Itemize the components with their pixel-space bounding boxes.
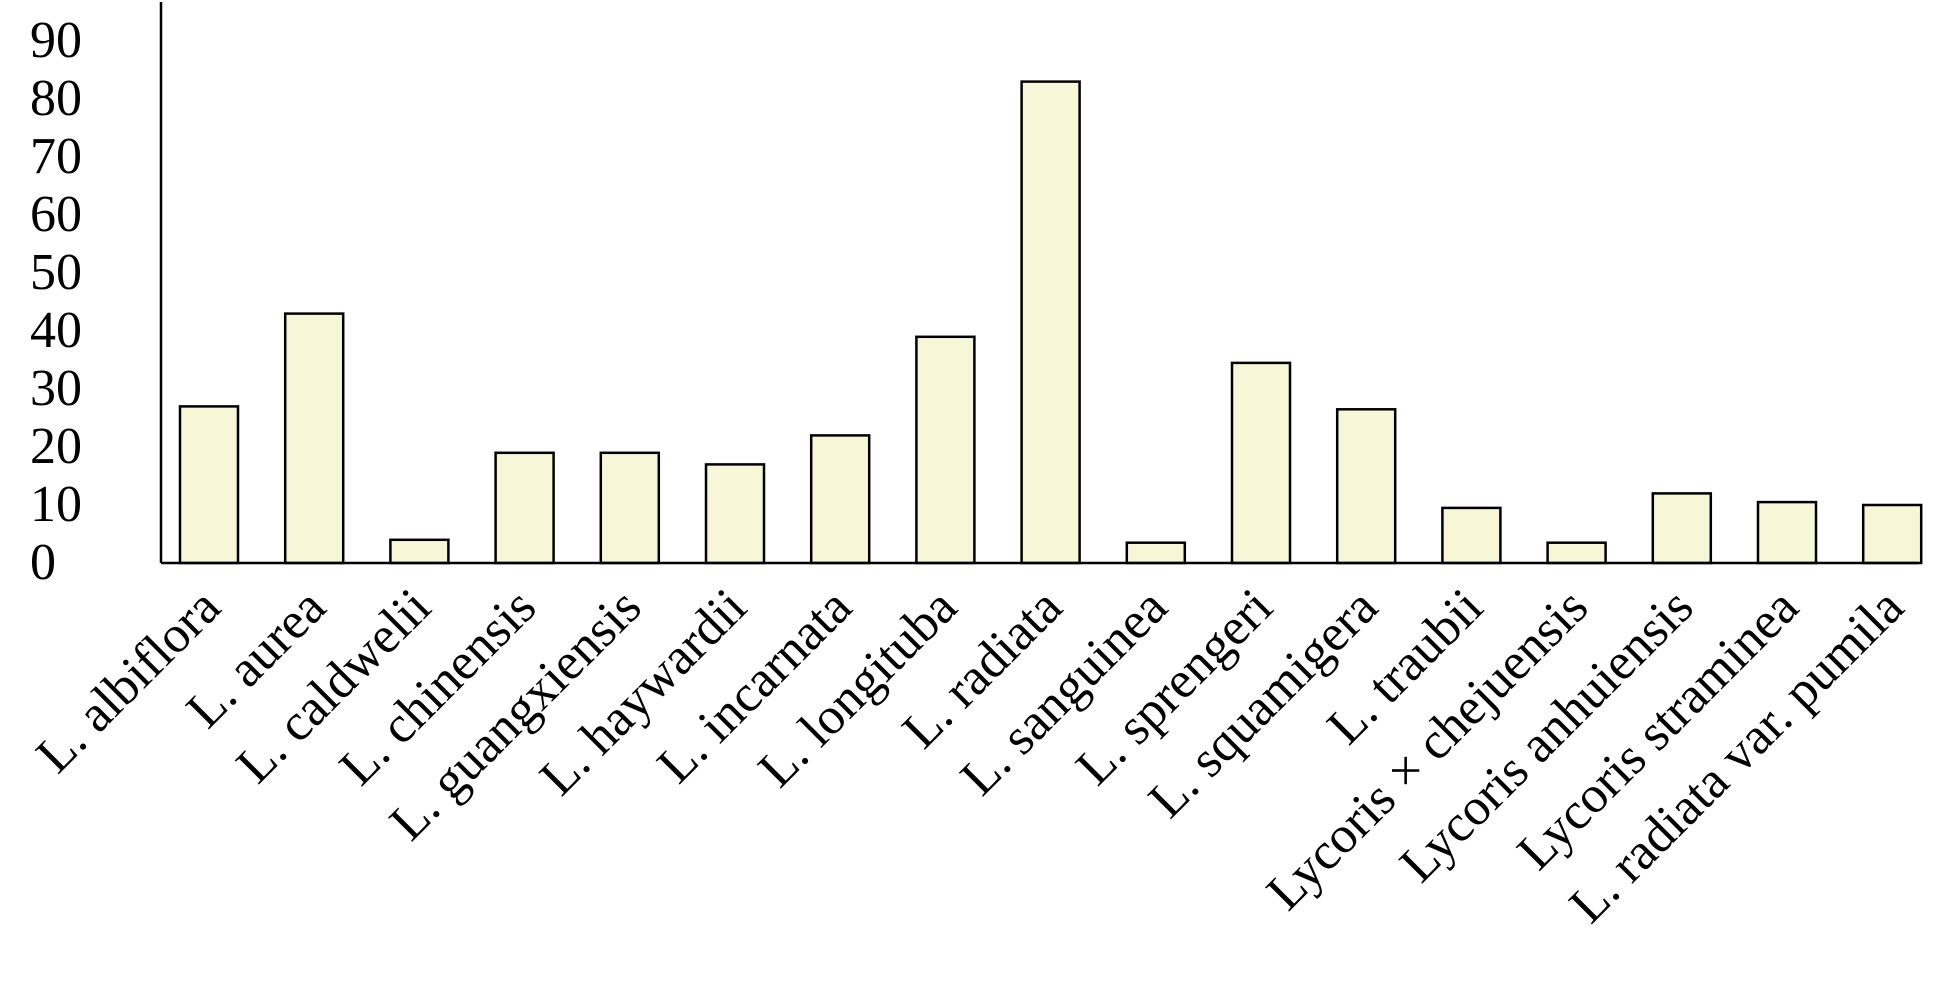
y-tick-label: 60: [30, 186, 82, 243]
bar: [1861, 503, 1923, 565]
bar: [1335, 408, 1397, 565]
bar: [1441, 506, 1502, 565]
y-tick-label: 90: [30, 12, 82, 69]
bar: [915, 335, 976, 565]
bar: [389, 538, 450, 565]
bar: [1546, 541, 1607, 565]
bar: [1651, 492, 1713, 565]
y-tick-label: 40: [30, 302, 82, 359]
bar: [1230, 361, 1292, 565]
y-tick-label: 50: [30, 244, 82, 301]
y-tick-label: 80: [30, 70, 82, 127]
y-tick-label: 0: [30, 534, 56, 591]
bar: [178, 405, 240, 565]
y-tick-label: 30: [30, 360, 82, 417]
y-tick-label: 20: [30, 418, 82, 475]
bar: [1756, 500, 1818, 565]
bar: [1125, 541, 1187, 565]
y-tick-label: 10: [30, 476, 82, 533]
bar: [283, 312, 345, 565]
bar: [704, 463, 766, 565]
y-tick-label: 70: [30, 128, 82, 185]
bar: [599, 451, 661, 565]
bar: [809, 434, 871, 565]
bar: [1020, 80, 1081, 565]
bar: [494, 451, 555, 565]
bars: [178, 80, 1923, 565]
